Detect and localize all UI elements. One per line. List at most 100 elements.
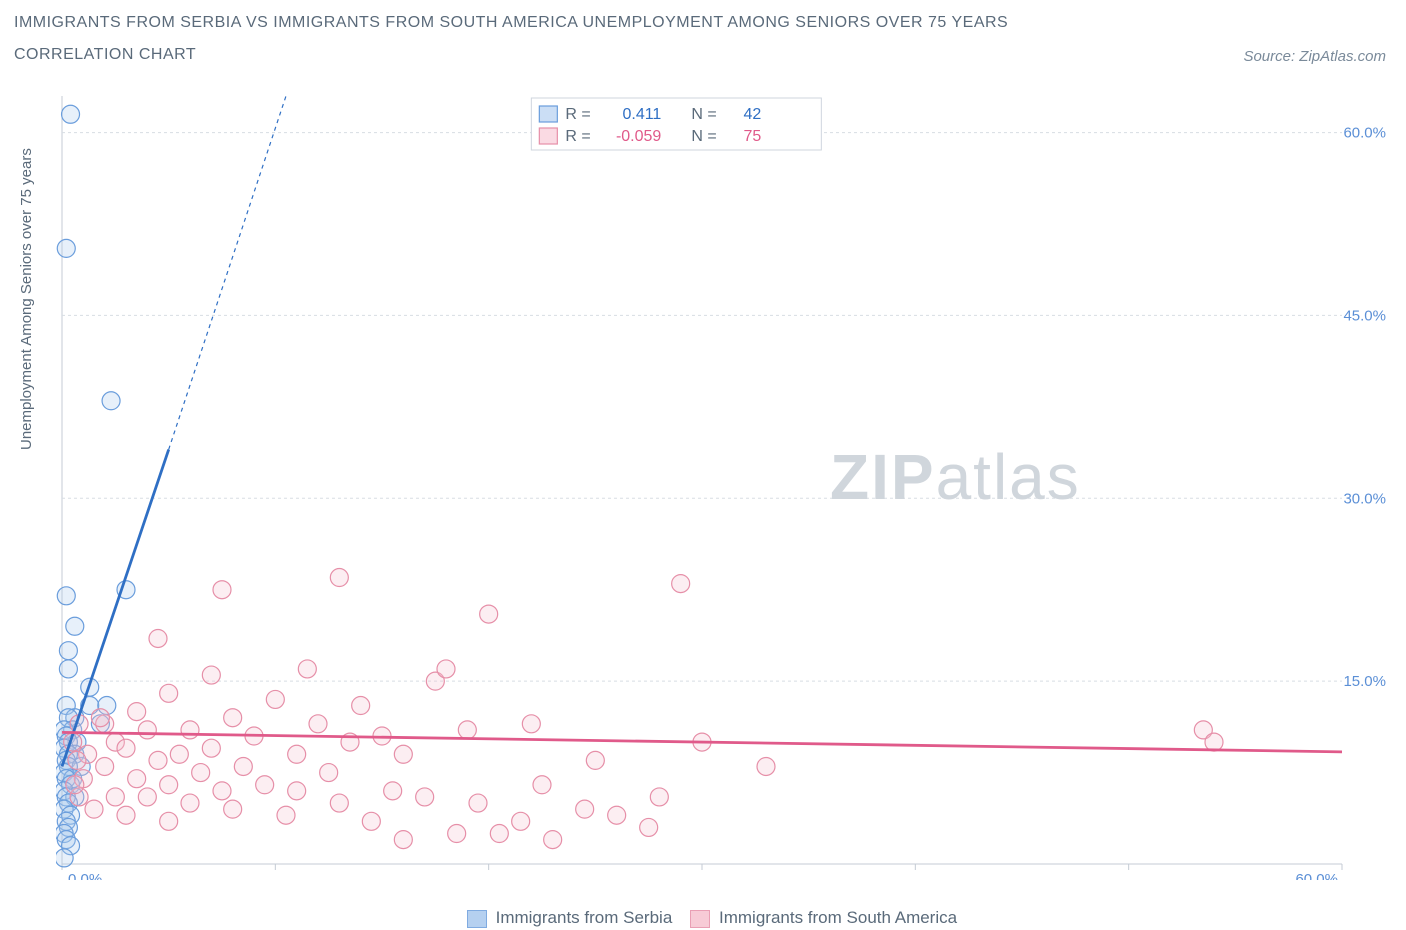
y-tick-label: 30.0% [1343,490,1386,507]
scatter-point [298,660,316,678]
scatter-point [117,739,135,757]
scatter-point [149,629,167,647]
scatter-point [256,776,274,794]
scatter-point [85,800,103,818]
scatter-point [160,684,178,702]
scatter-point [394,745,412,763]
y-tick-label: 60.0% [1343,125,1386,142]
scatter-point [213,782,231,800]
source-attribution: Source: ZipAtlas.com [1243,48,1386,65]
scatter-point [469,794,487,812]
scatter-point [448,825,466,843]
legend-bottom: Immigrants from Serbia Immigrants from S… [0,908,1406,928]
y-axis-label: Unemployment Among Seniors over 75 years [18,148,35,450]
y-tick-label: 45.0% [1343,307,1386,324]
legend-label: Immigrants from South America [714,908,957,927]
scatter-point [66,776,84,794]
watermark-atlas: atlas [936,441,1081,513]
scatter-point [192,764,210,782]
scatter-point [288,745,306,763]
scatter-point [330,569,348,587]
legend-swatch [690,910,710,928]
watermark-zip: ZIP [830,441,936,513]
scatter-point [277,806,295,824]
scatter-point [266,690,284,708]
scatter-point [362,812,380,830]
scatter-point [59,660,77,678]
scatter-point [1205,733,1223,751]
scatter-point [128,703,146,721]
scatter-point [66,617,84,635]
scatter-point [138,721,156,739]
watermark: ZIPatlas [830,440,1081,514]
scatter-point [437,660,455,678]
svg-text:R =: R = [565,106,590,123]
legend-stats: R = 0.411 N = 42 R = -0.059 N = 75 [531,98,821,150]
scatter-point [480,605,498,623]
x-tick-label: 0.0% [68,871,102,880]
legend-swatch [467,910,487,928]
scatter-point [330,794,348,812]
scatter-point [608,806,626,824]
scatter-point [213,581,231,599]
title-line-1: IMMIGRANTS FROM SERBIA VS IMMIGRANTS FRO… [14,14,1008,32]
svg-text:0.411: 0.411 [622,106,661,123]
scatter-point [62,105,80,123]
scatter-point [91,709,109,727]
scatter-point [202,666,220,684]
svg-text:N =: N = [691,128,716,145]
scatter-point [149,751,167,769]
scatter-point [320,764,338,782]
scatter-point [512,812,530,830]
trend-line-serbia [62,450,169,767]
scatter-point [160,812,178,830]
x-tick-label: 60.0% [1295,871,1338,880]
scatter-point [234,757,252,775]
scatter-point [96,757,114,775]
scatter-point [181,794,199,812]
scatter-point [202,739,220,757]
scatter-point [576,800,594,818]
scatter-point [170,745,188,763]
chart-title: IMMIGRANTS FROM SERBIA VS IMMIGRANTS FRO… [14,14,1008,64]
scatter-point [394,831,412,849]
scatter-point [640,818,658,836]
scatter-point [224,800,242,818]
scatter-point [544,831,562,849]
scatter-point [160,776,178,794]
legend-label: Immigrants from Serbia [491,908,672,927]
trend-line-serbia-extension [169,96,286,450]
scatter-point [288,782,306,800]
svg-text:R =: R = [565,128,590,145]
scatter-plot: 15.0% 30.0% 45.0% 60.0% 0.0% 60.0% R = 0.411 N =… [56,90,1386,880]
plot-svg: 15.0% 30.0% 45.0% 60.0% 0.0% 60.0% R = 0.411 N =… [56,90,1386,880]
scatter-point [533,776,551,794]
scatter-point [59,642,77,660]
scatter-point [309,715,327,733]
svg-text:N =: N = [691,106,716,123]
scatter-point [117,806,135,824]
scatter-point [650,788,668,806]
scatter-point [68,751,86,769]
scatter-point [128,770,146,788]
svg-text:-0.059: -0.059 [616,128,661,145]
y-tick-label: 15.0% [1343,673,1386,690]
scatter-point [57,587,75,605]
title-line-2: CORRELATION CHART [14,46,1008,64]
scatter-point [384,782,402,800]
scatter-point [522,715,540,733]
scatter-point [352,697,370,715]
scatter-point [458,721,476,739]
scatter-point [56,849,73,867]
scatter-point [416,788,434,806]
scatter-point [57,239,75,257]
scatter-point [106,788,124,806]
svg-text:42: 42 [744,106,762,123]
scatter-point [490,825,508,843]
scatter-point [672,575,690,593]
scatter-point [586,751,604,769]
scatter-point [102,392,120,410]
scatter-point [138,788,156,806]
scatter-point [757,757,775,775]
svg-text:75: 75 [744,128,762,145]
